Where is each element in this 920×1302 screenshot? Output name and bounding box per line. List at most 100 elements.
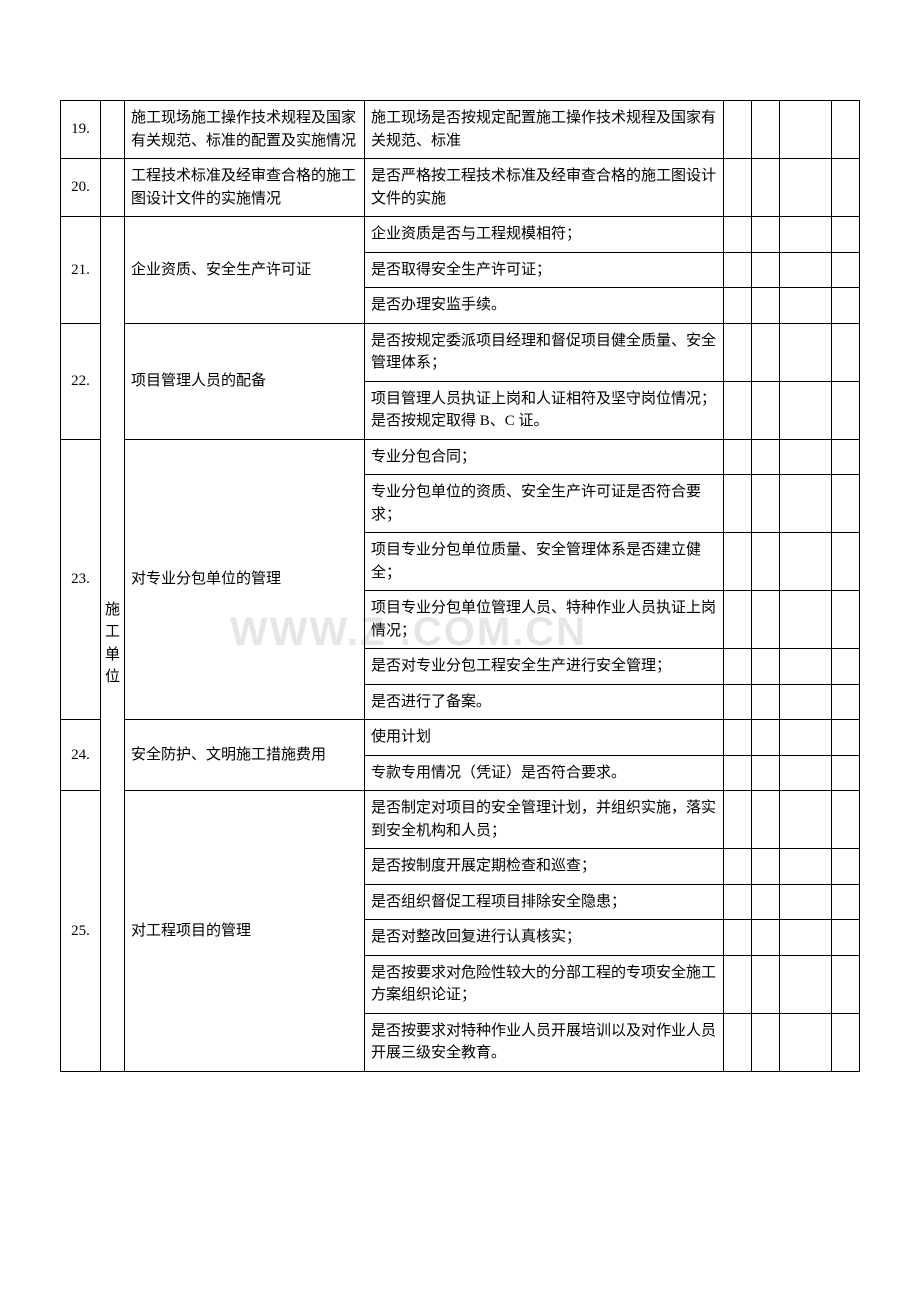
blank-cell (752, 288, 780, 324)
blank-cell (832, 920, 860, 956)
detail-cell: 是否按要求对特种作业人员开展培训以及对作业人员开展三级安全教育。 (365, 1013, 724, 1071)
detail-cell: 企业资质是否与工程规模相符； (365, 217, 724, 253)
blank-cell (780, 217, 832, 253)
blank-cell (724, 533, 752, 591)
blank-cell (724, 217, 752, 253)
blank-cell (780, 591, 832, 649)
blank-cell (724, 591, 752, 649)
detail-cell: 是否按要求对危险性较大的分部工程的专项安全施工方案组织论证； (365, 955, 724, 1013)
item-cell: 工程技术标准及经审查合格的施工图设计文件的实施情况 (125, 159, 365, 217)
blank-cell (780, 439, 832, 475)
blank-cell (724, 720, 752, 756)
blank-cell (780, 252, 832, 288)
row-number: 22. (61, 323, 101, 439)
blank-cell (832, 288, 860, 324)
blank-cell (780, 533, 832, 591)
detail-cell: 专业分包合同； (365, 439, 724, 475)
blank-cell (832, 720, 860, 756)
blank-cell (752, 1013, 780, 1071)
blank-cell (752, 720, 780, 756)
blank-cell (752, 475, 780, 533)
row-number: 25. (61, 791, 101, 1072)
row-number: 23. (61, 439, 101, 720)
table-row: 19.施工现场施工操作技术规程及国家有关规范、标准的配置及实施情况施工现场是否按… (61, 101, 860, 159)
detail-cell: 是否办理安监手续。 (365, 288, 724, 324)
row-number: 20. (61, 159, 101, 217)
detail-cell: 是否对整改回复进行认真核实； (365, 920, 724, 956)
detail-cell: 使用计划 (365, 720, 724, 756)
blank-cell (752, 101, 780, 159)
detail-cell: 专款专用情况（凭证）是否符合要求。 (365, 755, 724, 791)
item-cell: 企业资质、安全生产许可证 (125, 217, 365, 324)
item-cell: 安全防护、文明施工措施费用 (125, 720, 365, 791)
blank-cell (724, 849, 752, 885)
blank-cell (832, 884, 860, 920)
blank-cell (832, 755, 860, 791)
blank-cell (832, 159, 860, 217)
blank-cell (832, 955, 860, 1013)
blank-cell (752, 159, 780, 217)
blank-cell (752, 684, 780, 720)
blank-cell (780, 159, 832, 217)
blank-cell (752, 591, 780, 649)
blank-cell (832, 252, 860, 288)
blank-cell (832, 323, 860, 381)
blank-cell (780, 323, 832, 381)
detail-cell: 是否按制度开展定期检查和巡查； (365, 849, 724, 885)
blank-cell (780, 288, 832, 324)
detail-cell: 是否对专业分包工程安全生产进行安全管理； (365, 649, 724, 685)
item-cell: 对专业分包单位的管理 (125, 439, 365, 720)
blank-cell (832, 439, 860, 475)
blank-cell (832, 849, 860, 885)
table-row: 22.项目管理人员的配备是否按规定委派项目经理和督促项目健全质量、安全管理体系； (61, 323, 860, 381)
row-number: 24. (61, 720, 101, 791)
detail-cell: 项目专业分包单位质量、安全管理体系是否建立健全； (365, 533, 724, 591)
detail-cell: 是否组织督促工程项目排除安全隐患； (365, 884, 724, 920)
inspection-table: 19.施工现场施工操作技术规程及国家有关规范、标准的配置及实施情况施工现场是否按… (60, 100, 860, 1072)
blank-cell (832, 533, 860, 591)
blank-cell (752, 323, 780, 381)
blank-cell (832, 1013, 860, 1071)
row-number: 19. (61, 101, 101, 159)
blank-cell (832, 791, 860, 849)
blank-cell (752, 381, 780, 439)
blank-cell (724, 920, 752, 956)
table-row: 20.工程技术标准及经审查合格的施工图设计文件的实施情况是否严格按工程技术标准及… (61, 159, 860, 217)
table-row: 21.施工单位企业资质、安全生产许可证企业资质是否与工程规模相符； (61, 217, 860, 253)
blank-cell (752, 252, 780, 288)
blank-cell (724, 791, 752, 849)
blank-cell (724, 884, 752, 920)
blank-cell (724, 684, 752, 720)
detail-cell: 是否制定对项目的安全管理计划，并组织实施，落实到安全机构和人员； (365, 791, 724, 849)
item-cell: 项目管理人员的配备 (125, 323, 365, 439)
blank-cell (780, 849, 832, 885)
blank-cell (832, 684, 860, 720)
blank-cell (724, 649, 752, 685)
blank-cell (724, 101, 752, 159)
detail-cell: 是否进行了备案。 (365, 684, 724, 720)
item-cell: 施工现场施工操作技术规程及国家有关规范、标准的配置及实施情况 (125, 101, 365, 159)
row-number: 21. (61, 217, 101, 324)
category-cell: 施工单位 (101, 217, 125, 1072)
blank-cell (752, 439, 780, 475)
blank-cell (832, 649, 860, 685)
detail-cell: 专业分包单位的资质、安全生产许可证是否符合要求； (365, 475, 724, 533)
detail-cell: 项目专业分包单位管理人员、特种作业人员执证上岗情况； (365, 591, 724, 649)
blank-cell (724, 439, 752, 475)
blank-cell (780, 475, 832, 533)
blank-cell (780, 791, 832, 849)
item-cell: 对工程项目的管理 (125, 791, 365, 1072)
blank-cell (752, 791, 780, 849)
blank-cell (780, 1013, 832, 1071)
blank-cell (724, 252, 752, 288)
blank-cell (752, 849, 780, 885)
blank-cell (724, 159, 752, 217)
table-row: 25.对工程项目的管理是否制定对项目的安全管理计划，并组织实施，落实到安全机构和… (61, 791, 860, 849)
blank-cell (724, 288, 752, 324)
blank-cell (832, 381, 860, 439)
blank-cell (780, 684, 832, 720)
table-row: 24.安全防护、文明施工措施费用使用计划 (61, 720, 860, 756)
blank-cell (780, 755, 832, 791)
blank-cell (752, 884, 780, 920)
blank-cell (780, 955, 832, 1013)
